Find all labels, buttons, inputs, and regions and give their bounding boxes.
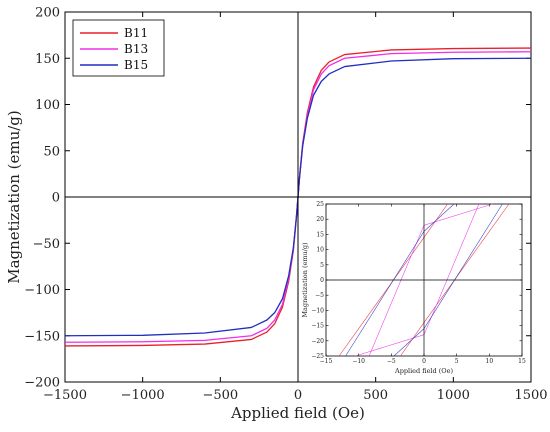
y-tick-label: 100: [35, 98, 60, 113]
x-tick-label: 500: [363, 388, 388, 403]
y-tick-label: −100: [24, 283, 60, 298]
inset-y-tick-label: −20: [311, 338, 324, 345]
inset-y-tick-label: −15: [311, 323, 324, 330]
inset-x-tick-label: 5: [455, 358, 459, 365]
inset-x-axis-title: Applied field (Oe): [394, 367, 453, 375]
inset-y-tick-label: 0: [320, 277, 324, 284]
inset-x-tick-label: −5: [387, 358, 396, 365]
x-tick-label: −1000: [121, 388, 165, 403]
x-axis-title: Applied field (Oe): [230, 404, 365, 422]
inset-x-tick-label: 10: [486, 358, 494, 365]
x-tick-label: 1000: [437, 388, 470, 403]
y-tick-label: −150: [24, 329, 60, 344]
inset-y-tick-label: 15: [316, 231, 324, 238]
inset-x-tick-label: 15: [518, 358, 526, 365]
legend-label-b15: B15: [124, 58, 148, 72]
legend-label-b11: B11: [124, 26, 148, 40]
y-tick-label: 50: [43, 144, 60, 159]
inset-y-axis-title: Magnetization (emu/g): [301, 242, 309, 318]
legend-label-b13: B13: [124, 42, 148, 56]
inset-y-tick-label: −5: [315, 292, 324, 299]
inset-y-tick-label: 5: [320, 262, 324, 269]
x-tick-label: 1500: [514, 388, 547, 403]
inset-x-tick-label: −10: [352, 358, 365, 365]
inset-y-tick-label: 20: [316, 216, 324, 223]
y-tick-label: 0: [52, 191, 60, 206]
y-tick-label: −50: [33, 237, 60, 252]
inset-y-tick-label: 10: [316, 247, 324, 254]
y-tick-label: 200: [35, 6, 60, 21]
inset-y-tick-label: 25: [316, 201, 324, 208]
x-tick-label: 0: [294, 388, 302, 403]
y-axis-title: Magnetization (emu/g): [5, 110, 23, 284]
inset-y-tick-label: −10: [311, 307, 324, 314]
y-tick-label: −200: [24, 376, 60, 391]
x-tick-label: −500: [202, 388, 238, 403]
inset-x-tick-label: 0: [422, 358, 426, 365]
inset-x-tick-label: −15: [320, 358, 333, 365]
x-tick-label: −1500: [43, 388, 87, 403]
inset-y-tick-label: −25: [311, 353, 324, 360]
inset-axis-ticks: −15 −10 −5 0 5 10 15 −25 −20 −15 −10 −5 0 5 10 15 20 25: [311, 201, 526, 365]
main-axis-ticks: −1500 −1000 −500 0 500 1000 1500−200−150−100−5…: [24, 6, 547, 404]
y-tick-label: 150: [35, 52, 60, 67]
legend-box: [72, 19, 165, 77]
legend: B11 B13 B15: [72, 19, 165, 77]
